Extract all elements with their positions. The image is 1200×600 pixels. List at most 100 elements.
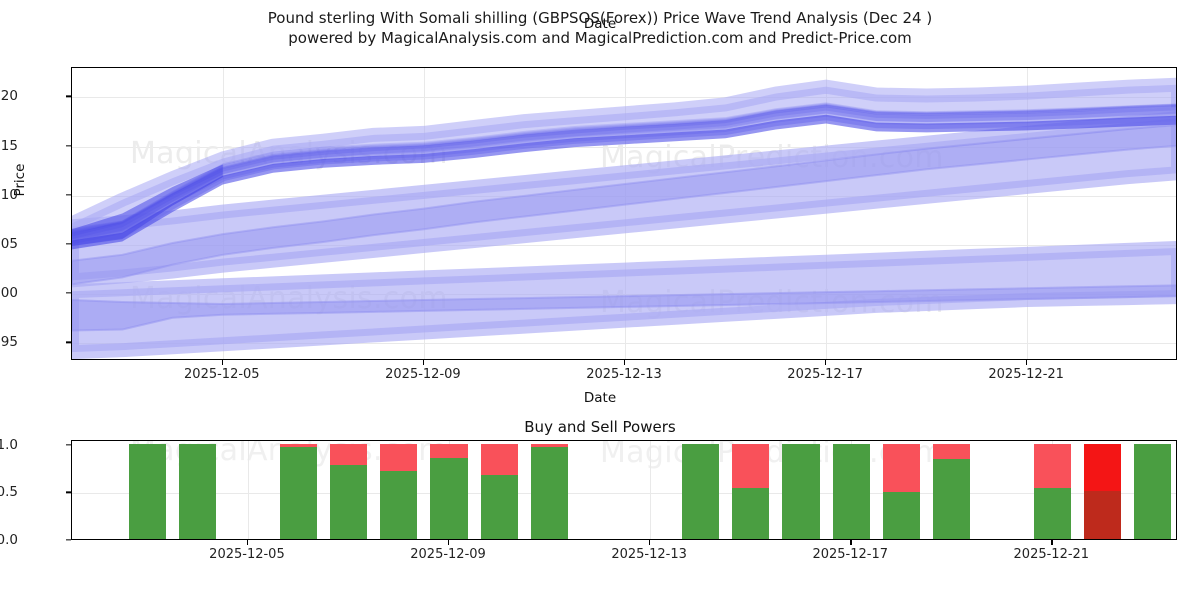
bars-y-tick-label: 0.0	[0, 532, 18, 548]
bar-segment-buy	[380, 471, 418, 539]
page-subtitle: powered by MagicalAnalysis.com and Magic…	[288, 29, 912, 47]
bar-segment-sell	[1033, 443, 1071, 488]
wave-band-core-layer	[72, 103, 1176, 242]
bar-column[interactable]	[1083, 441, 1122, 539]
bars-x-tick-label: 2025-12-13	[611, 547, 687, 562]
bar-column[interactable]	[179, 441, 217, 539]
bar-segment-buy	[329, 464, 368, 539]
bar-segment-sell	[329, 443, 368, 465]
bar-column[interactable]	[681, 441, 719, 539]
price-x-tick-label: 2025-12-09	[385, 367, 461, 382]
price-x-tick-mark	[825, 360, 827, 365]
bar-column[interactable]	[329, 441, 368, 539]
bar-column[interactable]	[1033, 441, 1071, 539]
price-wave-bands	[72, 77, 1176, 359]
bar-segment-buy	[681, 443, 719, 539]
price-x-tick-mark	[1026, 360, 1028, 365]
bar-segment-sell	[279, 443, 317, 447]
wave-band-core-layer	[72, 102, 1176, 245]
bar-segment-strong-sell-lower	[1083, 491, 1122, 539]
price-y-tick-mark	[66, 341, 71, 343]
wave-band-early-core	[72, 124, 1176, 286]
wave-band-upper-outer	[72, 77, 1176, 247]
price-gridline-h	[72, 244, 1176, 246]
bars-chart-canvas: MagicalAnalysis.comMagicalPrediction.com	[72, 441, 1176, 539]
bar-column[interactable]	[782, 441, 820, 539]
bars-y-tick-label: 1.0	[0, 436, 18, 453]
bars-x-tick-mark	[246, 540, 249, 545]
price-gridline-v	[1027, 68, 1029, 359]
bars-chart-plot-area: MagicalAnalysis.comMagicalPrediction.com	[71, 440, 1177, 540]
bar-segment-sell	[380, 443, 418, 472]
bar-segment-buy	[430, 458, 468, 539]
bars-x-tick-mark	[1051, 540, 1053, 545]
price-y-tick-mark	[66, 145, 71, 147]
bar-column[interactable]	[430, 441, 468, 539]
bars-x-tick-label: 2025-12-05	[209, 547, 285, 562]
bar-segment-sell	[480, 443, 518, 476]
price-gridline-h	[72, 343, 1176, 345]
bar-segment-buy	[128, 443, 166, 539]
bar-column[interactable]	[530, 441, 569, 539]
price-chart-canvas: MagicalAnalysis.comMagicalPrediction.com…	[72, 68, 1176, 359]
bar-column[interactable]	[1134, 441, 1172, 539]
price-x-tick-mark	[422, 360, 425, 365]
bar-column[interactable]	[480, 441, 518, 539]
bar-segment-buy	[179, 443, 217, 539]
price-chart-plot-area: MagicalAnalysis.comMagicalPrediction.com…	[71, 67, 1177, 360]
page-title: Pound sterling With Somali shilling (GBP…	[267, 9, 933, 27]
chart-title-block: Pound sterling With Somali shilling (GBP…	[0, 8, 1200, 48]
wave-core-centerline	[72, 114, 1176, 250]
bar-segment-sell	[933, 443, 971, 459]
bar-segment-sell	[732, 443, 770, 488]
bar-column[interactable]	[832, 441, 870, 539]
bars-gridline-h	[72, 493, 1176, 495]
bars-x-tick-label: 2025-12-17	[812, 547, 888, 562]
price-x-tick-label: 2025-12-05	[184, 367, 260, 382]
bar-segment-buy	[933, 459, 971, 539]
bar-segment-sell	[882, 443, 921, 493]
price-x-tick-mark	[624, 360, 626, 365]
bars-chart-title: Buy and Sell Powers	[524, 418, 676, 436]
price-y-tick-label: 705	[0, 235, 18, 252]
bar-segment-buy	[732, 487, 770, 539]
bars-y-tick-mark	[66, 491, 71, 494]
bar-segment-buy	[1033, 487, 1071, 539]
bar-segment-buy	[279, 446, 317, 539]
bar-segment-buy	[782, 443, 820, 539]
bars-y-tick-mark	[66, 444, 71, 446]
price-x-tick-label: 2025-12-17	[787, 367, 863, 382]
price-x-tick-label: 2025-12-21	[988, 367, 1064, 382]
bar-segment-buy	[1134, 443, 1172, 539]
wave-band-bottom-core	[72, 284, 1176, 332]
bars-x-axis-label: Date	[583, 16, 617, 32]
bar-segment-sell	[1083, 443, 1122, 492]
bar-segment-buy	[530, 446, 569, 539]
bar-column[interactable]	[732, 441, 770, 539]
bar-segment-sell	[530, 443, 569, 447]
price-x-tick-mark	[221, 360, 224, 365]
wave-band-core-layer	[72, 104, 1176, 240]
price-gridline-h	[72, 146, 1176, 148]
price-gridline-h	[72, 97, 1176, 99]
price-x-axis-label: Date	[583, 390, 617, 406]
wave-early-steep-ribbon	[72, 164, 223, 246]
bar-column[interactable]	[933, 441, 971, 539]
bar-column[interactable]	[128, 441, 166, 539]
bars-x-tick-mark	[850, 540, 852, 545]
bar-column[interactable]	[279, 441, 317, 539]
bars-y-tick-label: 0.5	[0, 484, 18, 501]
bar-segment-buy	[882, 492, 921, 539]
price-y-tick-label: 720	[0, 88, 18, 105]
price-y-tick-mark	[66, 292, 71, 294]
bar-column[interactable]	[882, 441, 921, 539]
bars-gridline-v	[247, 441, 249, 539]
price-y-tick-mark	[66, 243, 71, 245]
price-y-tick-label: 700	[0, 285, 18, 302]
price-y-tick-mark	[66, 95, 71, 98]
price-x-tick-label: 2025-12-13	[586, 367, 662, 382]
price-y-tick-label: 715	[0, 137, 18, 154]
bar-column[interactable]	[380, 441, 418, 539]
bars-x-tick-mark	[448, 540, 450, 545]
